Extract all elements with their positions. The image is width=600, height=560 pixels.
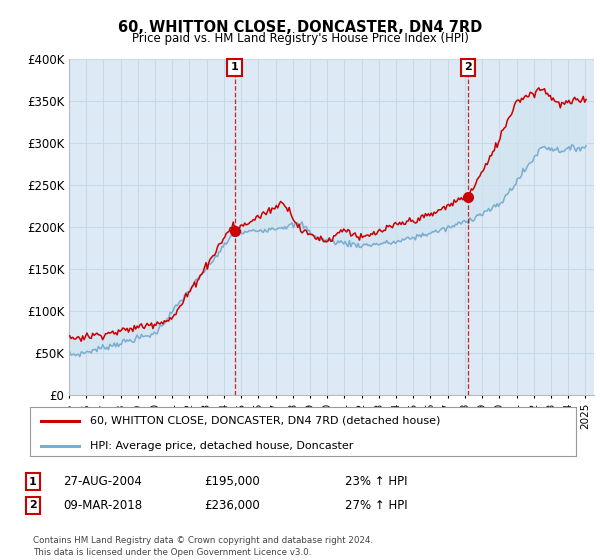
Text: 23% ↑ HPI: 23% ↑ HPI (345, 475, 407, 488)
Text: HPI: Average price, detached house, Doncaster: HPI: Average price, detached house, Donc… (90, 441, 353, 451)
Text: 27-AUG-2004: 27-AUG-2004 (63, 475, 142, 488)
Text: 2: 2 (29, 500, 37, 510)
Text: 1: 1 (231, 62, 239, 72)
Text: 27% ↑ HPI: 27% ↑ HPI (345, 498, 407, 512)
Text: 60, WHITTON CLOSE, DONCASTER, DN4 7RD (detached house): 60, WHITTON CLOSE, DONCASTER, DN4 7RD (d… (90, 416, 440, 426)
Text: 2: 2 (464, 62, 472, 72)
Text: Price paid vs. HM Land Registry's House Price Index (HPI): Price paid vs. HM Land Registry's House … (131, 32, 469, 45)
Text: £236,000: £236,000 (204, 498, 260, 512)
Text: 09-MAR-2018: 09-MAR-2018 (63, 498, 142, 512)
Text: Contains HM Land Registry data © Crown copyright and database right 2024.
This d: Contains HM Land Registry data © Crown c… (33, 536, 373, 557)
Text: 1: 1 (29, 477, 37, 487)
Text: £195,000: £195,000 (204, 475, 260, 488)
Text: 60, WHITTON CLOSE, DONCASTER, DN4 7RD: 60, WHITTON CLOSE, DONCASTER, DN4 7RD (118, 20, 482, 35)
